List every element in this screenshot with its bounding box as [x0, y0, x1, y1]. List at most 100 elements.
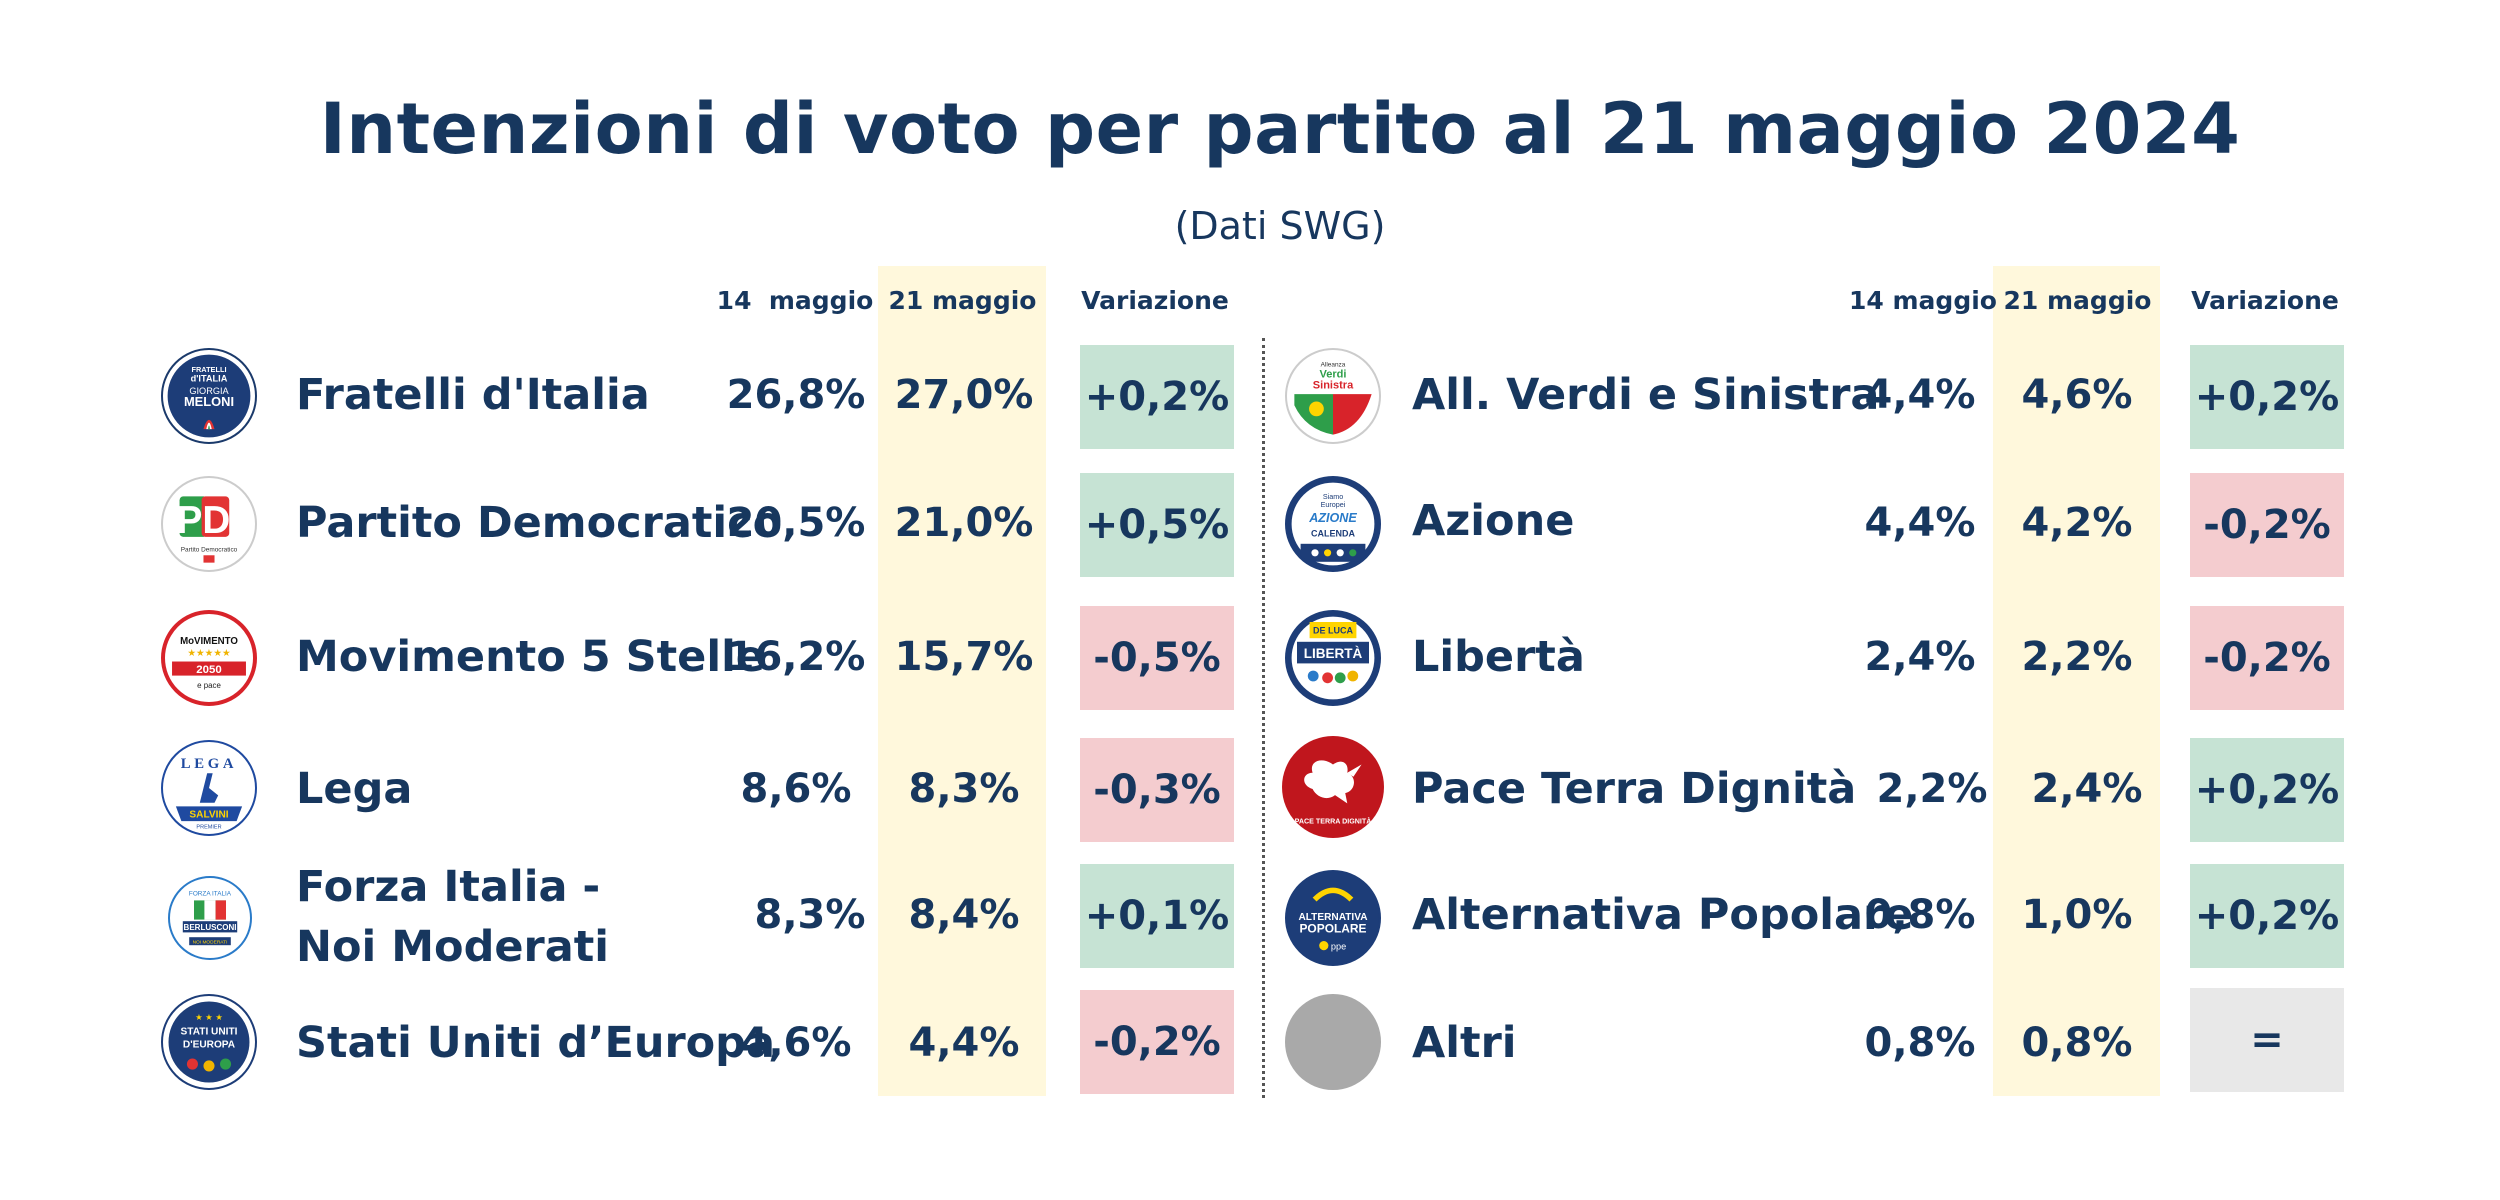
m5s-logo-line3: e pace [197, 681, 221, 690]
value-may14: 0,8% [1864, 892, 1976, 938]
header-may21-right: 21 maggio [2003, 286, 2152, 315]
header-variation-left: Variazione [1081, 286, 1229, 315]
party-name-line1: Forza Italia - [296, 862, 601, 912]
value-may21: 1,0% [2021, 892, 2133, 938]
header-may21-left: 21 maggio [888, 286, 1037, 315]
column-divider [1262, 338, 1265, 1098]
fi-logo-line2: BERLUSCONI [184, 923, 237, 932]
fdi-logo-line2: d'ITALIA [191, 373, 228, 383]
variation-badge: +0,2% [2190, 864, 2344, 968]
variation-badge: +0,5% [1080, 473, 1234, 577]
lega-logo-line2: SALVINI [189, 809, 228, 820]
value-may14: 4,4% [1864, 372, 1976, 418]
svg-text:★ ★ ★: ★ ★ ★ [195, 1012, 223, 1022]
lega-logo: LEGA SALVINI PREMIER [161, 740, 257, 836]
value-may21: 4,6% [2021, 372, 2133, 418]
header-variation-right: Variazione [2191, 286, 2339, 315]
azione-logo-line3: AZIONE [1308, 511, 1357, 525]
m5s-logo-line2: 2050 [196, 664, 221, 676]
variation-badge: +0,2% [2190, 345, 2344, 449]
chart-title: Intenzioni di voto per partito al 21 mag… [319, 88, 2241, 170]
ap-logo-line2: POPOLARE [1299, 922, 1366, 936]
variation-badge: +0,2% [1080, 345, 1234, 449]
azione-logo-line2: Europei [1321, 500, 1346, 509]
variation-badge: -0,2% [1080, 990, 1234, 1094]
avs-logo-line2: Verdi [1320, 369, 1347, 381]
avs-logo: Alleanza Verdi Sinistra [1285, 348, 1381, 444]
value-may21: 2,2% [2021, 634, 2133, 680]
value-may14: 4,6% [740, 1020, 852, 1066]
highlight-column-right [1993, 266, 2160, 1096]
variation-badge: -0,2% [2190, 606, 2344, 710]
m5s-logo-line1: MoVIMENTO [180, 636, 238, 647]
sue-logo-line2: D'EUROPA [183, 1040, 236, 1051]
party-name: Partito Democratico [296, 498, 783, 548]
fdi-logo-line3: GIORGIA [189, 386, 229, 396]
party-name: Alternativa Popolare [1412, 890, 1914, 940]
lega-logo-line1: LEGA [181, 756, 237, 772]
party-name: All. Verdi e Sinistra [1412, 370, 1880, 420]
header-may14-left: 14 maggio [716, 286, 874, 315]
sue-logo: STATI UNITI D'EUROPA ★ ★ ★ [161, 994, 257, 1090]
party-name: Pace Terra Dignità [1412, 764, 1857, 814]
fi-logo-line3: NOI MODERATI [193, 940, 228, 946]
liberta-logo: DE LUCA LIBERTÀ [1285, 610, 1381, 706]
value-may14: 2,2% [1876, 766, 1988, 812]
party-name: Stati Uniti d’Europa [296, 1018, 775, 1068]
value-may14: 0,8% [1864, 1020, 1976, 1066]
variation-badge: -0,3% [1080, 738, 1234, 842]
variation-badge: +0,2% [2190, 738, 2344, 842]
ap-logo-line1: ALTERNATIVA [1298, 912, 1368, 923]
fdi-logo-line1: FRATELLI [191, 365, 226, 374]
variation-badge: +0,1% [1080, 864, 1234, 968]
party-name: Azione [1412, 496, 1575, 546]
value-may21: 21,0% [894, 500, 1034, 546]
liberta-logo-line2: LIBERTÀ [1304, 646, 1363, 661]
value-may21: 2,4% [2031, 766, 2143, 812]
lega-logo-line3: PREMIER [196, 824, 221, 830]
ap-logo-line3: ppe [1331, 941, 1346, 951]
value-may21: 0,8% [2021, 1020, 2133, 1066]
azione-logo-line1: Siamo [1323, 492, 1343, 501]
value-may21: 8,4% [908, 892, 1020, 938]
m5s-logo: MoVIMENTO ★★★★★ 2050 e pace [161, 610, 257, 706]
party-name: Libertà [1412, 632, 1585, 682]
grey-circle [1285, 994, 1381, 1090]
avs-logo-line1: Alleanza [1321, 362, 1346, 369]
value-may14: 20,5% [726, 500, 866, 546]
liberta-logo-line1: DE LUCA [1313, 626, 1353, 636]
azione-logo: Siamo Europei AZIONE CALENDA [1285, 476, 1381, 572]
fdi-logo: FRATELLI d'ITALIA GIORGIA MELONI [161, 348, 257, 444]
party-name: Altri [1412, 1018, 1517, 1068]
avs-logo-line3: Sinistra [1313, 380, 1354, 392]
variation-badge: -0,2% [2190, 473, 2344, 577]
value-may21: 27,0% [894, 372, 1034, 418]
party-name: Lega [296, 764, 413, 814]
party-name: Movimento 5 Stelle [296, 632, 765, 682]
variation-badge: -0,5% [1080, 606, 1234, 710]
party-name: Fratelli d'Italia [296, 370, 650, 420]
value-may21: 8,3% [908, 766, 1020, 812]
svg-text:★★★★★: ★★★★★ [187, 648, 231, 659]
ap-logo: ALTERNATIVA POPOLARE ppe [1285, 870, 1381, 966]
pd-logo-mark: PD [177, 499, 231, 542]
value-may21: 15,7% [894, 634, 1034, 680]
pd-logo: PD Partito Democratico [161, 476, 257, 572]
fi-logo-line1: FORZA ITALIA [189, 891, 232, 898]
value-may14: 8,6% [740, 766, 852, 812]
party-name-line2: Noi Moderati [296, 922, 610, 972]
chart-subtitle: (Dati SWG) [1174, 204, 1386, 248]
value-may14: 26,8% [726, 372, 866, 418]
value-may14: 16,2% [726, 634, 866, 680]
value-may21: 4,2% [2021, 500, 2133, 546]
variation-badge: = [2190, 988, 2344, 1092]
fi-logo: FORZA ITALIA BERLUSCONI NOI MODERATI [168, 876, 252, 960]
value-may21: 4,4% [908, 1020, 1020, 1066]
fdi-logo-line4: MELONI [184, 394, 234, 409]
value-may14: 4,4% [1864, 500, 1976, 546]
highlight-column-left [878, 266, 1046, 1096]
ptd-logo-caption: PACE TERRA DIGNITÀ [1295, 817, 1372, 826]
value-may14: 2,4% [1864, 634, 1976, 680]
header-may14-right: 14 maggio [1849, 286, 1997, 315]
azione-logo-line4: CALENDA [1311, 529, 1355, 539]
